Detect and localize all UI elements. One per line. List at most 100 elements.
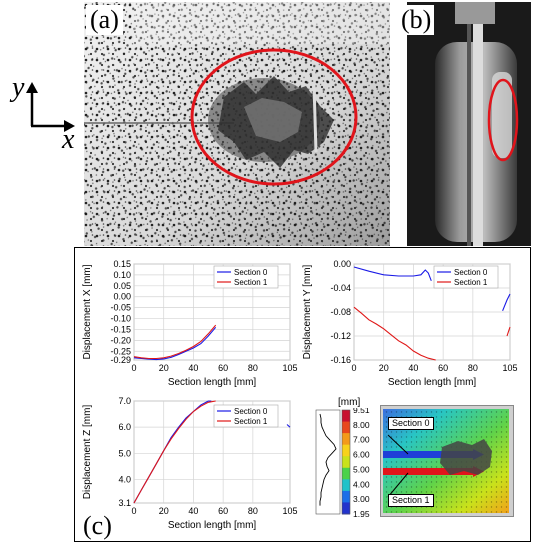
x-tick-label: 105 (282, 363, 297, 373)
panel-a-label: (a) (86, 5, 123, 35)
colorbar-unit: [mm] (338, 397, 361, 408)
y-tick-label: -0.08 (330, 307, 351, 317)
bar-photo (407, 2, 531, 246)
x-tick-label: 105 (282, 506, 297, 516)
colorbar-tick-label: 4.00 (353, 479, 370, 489)
x-tick-label: 60 (438, 363, 448, 373)
panel-b-label: (b) (398, 5, 435, 35)
series-line-section0 (133, 326, 217, 361)
y-tick-label: -0.04 (330, 283, 351, 293)
contour-map: Section 0 Section 1 (380, 405, 514, 517)
legend-label-section1: Section 1 (234, 417, 268, 426)
series-line-section1 (353, 306, 436, 361)
colorbar-segment (342, 456, 350, 469)
y-tick-label: 5.0 (118, 448, 131, 458)
x-tick-label: 105 (502, 363, 517, 373)
histogram-box (315, 409, 341, 515)
colorbar-tick-label: 9.51 (353, 408, 370, 415)
colorbar-segment (342, 502, 350, 515)
colorbar-segment (342, 467, 350, 480)
x-tick-label: 40 (188, 363, 198, 373)
colorbar-frame (341, 409, 351, 515)
y-tick-label: 0.10 (113, 270, 131, 280)
colorbar-tick-label: 5.00 (353, 464, 370, 474)
y-tick-label: 0.00 (333, 259, 351, 269)
chart-displacement-y: 0 20 40 60 80 105 0.00 -0.04 -0.08 -0.12 -0.16 Sect… (302, 259, 518, 388)
speckle-photo (84, 2, 390, 246)
histogram-line (319, 413, 337, 506)
y-axis-letter: y (12, 72, 25, 103)
colorbar-tick-label: 6.00 (353, 450, 370, 460)
series-line-section0 (353, 266, 432, 281)
y-tick-label: -0.10 (110, 314, 131, 324)
x-tick-label: 80 (468, 363, 478, 373)
colorbar-segment (342, 479, 350, 492)
legend-label-section1: Section 1 (234, 278, 268, 287)
x-tick-label: 60 (218, 363, 228, 373)
colorbar-segment (342, 433, 350, 446)
colorbar-segment (342, 410, 350, 423)
map-label-section0: Section 0 (388, 417, 434, 430)
x-axis-title: Section length [mm] (168, 520, 257, 531)
x-tick-label: 0 (351, 363, 356, 373)
series-line-section0 (502, 293, 511, 312)
y-tick-label: 6.0 (118, 422, 131, 432)
colorbar-segment (342, 421, 350, 434)
colorbar-tick-label: 7.00 (353, 435, 370, 445)
series-line-section1 (506, 326, 511, 337)
axis-indicator: y x (12, 72, 80, 156)
y-tick-label: 0.05 (113, 281, 131, 291)
colorbar-tick-label: 8.00 (353, 420, 370, 430)
x-tick-label: 20 (379, 363, 389, 373)
legend-label-section1: Section 1 (454, 278, 488, 287)
y-tick-label: -0.25 (110, 346, 131, 356)
series-line-section1 (133, 324, 217, 360)
y-tick-label: 7.0 (118, 396, 131, 406)
x-tick-label: 0 (131, 506, 136, 516)
legend-label-section0: Section 0 (454, 268, 488, 277)
y-tick-label: -0.16 (330, 355, 351, 365)
x-tick-label: 40 (408, 363, 418, 373)
x-tick-label: 0 (131, 363, 136, 373)
y-axis-title: Displacement X [mm] (82, 264, 93, 359)
x-tick-label: 40 (188, 506, 198, 516)
y-tick-label: -0.29 (110, 355, 131, 365)
series-line-section1 (133, 400, 216, 504)
y-tick-label: 0.00 (113, 292, 131, 302)
colorbar-segment (342, 490, 350, 503)
panel-c-label: (c) (80, 511, 115, 541)
y-axis-title: Displacement Z [mm] (82, 405, 93, 500)
legend-label-section0: Section 0 (234, 407, 268, 416)
y-tick-label: 3.1 (118, 498, 131, 508)
x-tick-label: 80 (248, 363, 258, 373)
x-tick-label: 20 (159, 363, 169, 373)
x-tick-label: 80 (248, 506, 258, 516)
y-tick-label: -0.15 (110, 324, 131, 334)
x-tick-label: 60 (218, 506, 228, 516)
x-tick-label: 20 (159, 506, 169, 516)
panel-b-image (407, 2, 531, 246)
legend-label-section0: Section 0 (234, 268, 268, 277)
y-tick-label: -0.12 (330, 331, 351, 341)
x-axis-letter: x (62, 124, 75, 155)
colorbar: 9.51 8.00 7.00 6.00 5.00 4.00 3.00 1.95 (315, 408, 370, 519)
highlight-ellipse (190, 48, 358, 186)
axis-arrows-icon (26, 82, 75, 132)
colorbar-tick-label: 1.95 (353, 509, 370, 519)
highlight-ellipse-b (487, 78, 519, 162)
chart-displacement-x: 0 20 40 60 80 1050.150.100.050.00-0.05-0.10-0… (82, 259, 298, 388)
map-label-section1: Section 1 (388, 494, 434, 507)
y-tick-label: 0.15 (113, 259, 131, 269)
colorbar-tick-label: 3.00 (353, 494, 370, 504)
series-line-section0 (286, 424, 291, 428)
y-tick-label: 4.0 (118, 474, 131, 484)
damage-region (208, 76, 334, 168)
colorbar-segment (342, 444, 350, 457)
y-axis-title: Displacement Y [mm] (302, 264, 313, 359)
x-axis-title: Section length [mm] (168, 377, 257, 388)
y-tick-label: -0.20 (110, 335, 131, 345)
x-axis-title: Section length [mm] (388, 377, 477, 388)
panel-a-image (84, 2, 390, 246)
y-tick-label: -0.05 (110, 303, 131, 313)
